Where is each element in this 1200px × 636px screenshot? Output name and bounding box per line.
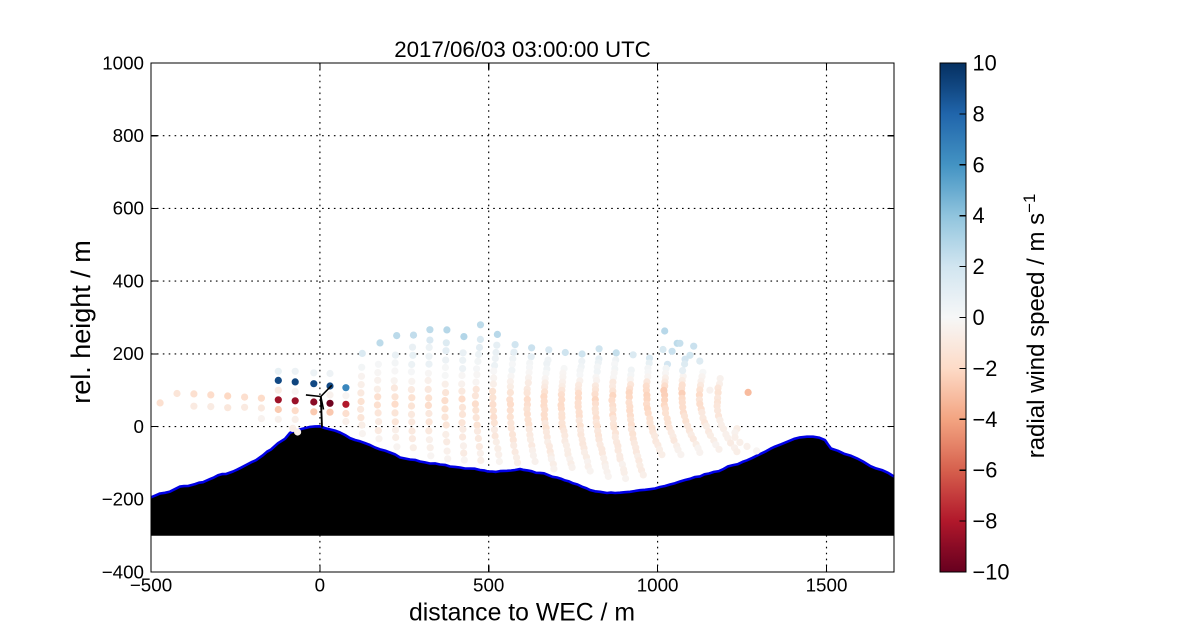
svg-text:400: 400 [113, 270, 144, 291]
svg-text:2017/06/03 03:00:00 UTC: 2017/06/03 03:00:00 UTC [394, 37, 651, 62]
svg-text:−10: −10 [973, 560, 1010, 585]
svg-text:−500: −500 [130, 574, 172, 595]
svg-text:10: 10 [973, 51, 997, 76]
svg-text:8: 8 [973, 101, 985, 126]
svg-text:2: 2 [973, 254, 985, 279]
svg-text:800: 800 [113, 125, 144, 146]
svg-text:−400: −400 [102, 561, 144, 582]
svg-text:−6: −6 [973, 458, 998, 483]
svg-text:0: 0 [973, 305, 985, 330]
svg-text:600: 600 [113, 198, 144, 219]
svg-text:0: 0 [315, 574, 325, 595]
svg-text:0: 0 [134, 416, 144, 437]
svg-text:−4: −4 [973, 407, 998, 432]
svg-text:6: 6 [973, 152, 985, 177]
svg-text:−2: −2 [973, 356, 998, 381]
svg-text:1000: 1000 [637, 574, 679, 595]
svg-text:500: 500 [473, 574, 504, 595]
svg-text:radial wind speed / m s−1: radial wind speed / m s−1 [1020, 194, 1051, 459]
svg-text:−200: −200 [102, 489, 144, 510]
svg-text:4: 4 [973, 203, 985, 228]
svg-text:−8: −8 [973, 509, 998, 534]
svg-text:1000: 1000 [102, 52, 144, 73]
svg-text:1500: 1500 [806, 574, 848, 595]
svg-text:rel. height / m: rel. height / m [66, 240, 96, 404]
svg-text:distance to WEC / m: distance to WEC / m [409, 600, 635, 627]
svg-text:200: 200 [113, 343, 144, 364]
